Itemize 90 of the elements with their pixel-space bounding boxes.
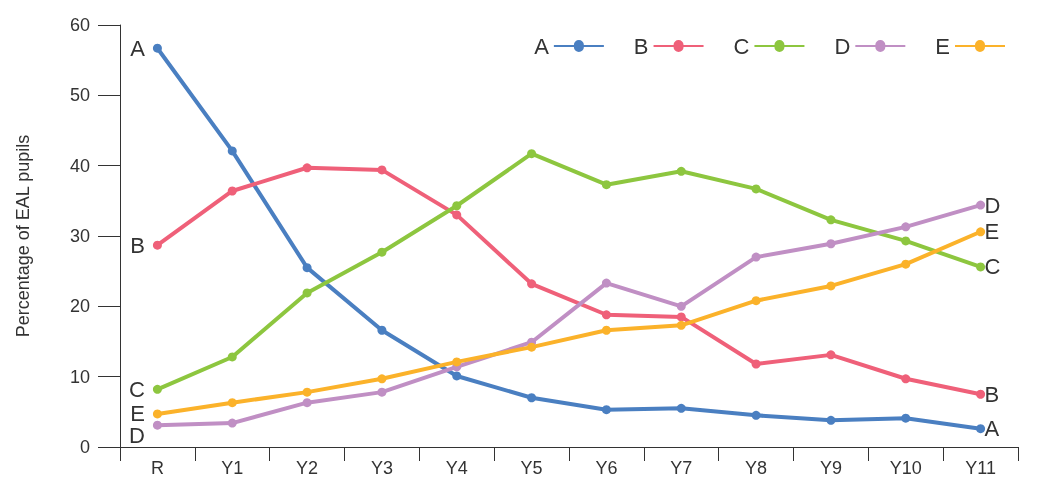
point	[302, 387, 312, 397]
point	[976, 389, 986, 399]
point	[152, 240, 162, 250]
x-tick-label: Y1	[221, 458, 244, 478]
y-tick-label: 0	[79, 437, 90, 457]
point	[452, 371, 462, 381]
point	[751, 252, 761, 262]
x-tick-label: Y3	[370, 458, 393, 478]
point	[676, 166, 686, 176]
y-tick-label: 30	[69, 226, 90, 246]
point	[676, 312, 686, 322]
point	[227, 418, 237, 428]
text: B	[130, 232, 145, 258]
point	[751, 184, 761, 194]
text: A	[130, 35, 145, 61]
x-tick-label: Y5	[520, 458, 543, 478]
point	[527, 342, 537, 352]
x-tick-label: Y10	[889, 458, 922, 478]
x-tick-label: Y6	[595, 458, 618, 478]
point	[227, 352, 237, 362]
y-tick-label: 50	[69, 85, 90, 106]
point	[826, 281, 836, 291]
x-tick-label: R	[150, 458, 164, 478]
point	[601, 405, 611, 415]
x-tick-label: Y9	[819, 458, 842, 478]
legend-label: E	[935, 33, 950, 59]
text: C	[984, 254, 1001, 280]
point	[152, 43, 162, 53]
point	[601, 278, 611, 288]
text: A	[984, 416, 1000, 442]
y-tick-label: 20	[69, 296, 90, 317]
y-tick-label: 40	[69, 155, 90, 176]
point	[751, 359, 761, 369]
point	[377, 387, 387, 397]
point	[901, 374, 911, 384]
x-tick-label: Y8	[745, 458, 768, 478]
point	[527, 393, 537, 403]
point	[751, 410, 761, 420]
point	[676, 403, 686, 413]
point	[377, 165, 387, 175]
point	[152, 409, 162, 419]
point	[601, 310, 611, 320]
y-tick-label: 10	[69, 366, 90, 387]
point	[976, 227, 986, 237]
point	[976, 200, 986, 210]
y-axis-title: Percentage of EAL pupils	[13, 134, 33, 338]
point	[826, 239, 836, 249]
point	[751, 296, 761, 306]
point	[527, 279, 537, 289]
point	[302, 163, 312, 173]
point	[452, 210, 462, 220]
point	[676, 320, 686, 330]
point	[901, 236, 911, 246]
legend-label: A	[534, 33, 550, 59]
legend-label: B	[633, 33, 649, 59]
point	[377, 247, 387, 257]
x-tick-label: Y11	[965, 458, 996, 478]
point	[901, 413, 911, 423]
point	[302, 288, 312, 298]
point	[152, 420, 162, 430]
point	[227, 146, 237, 156]
x-tick-label: Y4	[445, 458, 468, 478]
text: E	[984, 219, 1000, 245]
point	[826, 350, 836, 360]
point	[377, 325, 387, 335]
text: D	[984, 192, 1001, 218]
point	[452, 357, 462, 367]
point	[302, 398, 312, 408]
point	[601, 180, 611, 190]
point	[826, 415, 836, 425]
point	[452, 201, 462, 211]
y-tick-label: 60	[69, 15, 90, 35]
point	[901, 259, 911, 269]
point	[901, 222, 911, 232]
legend-label: C	[733, 33, 750, 59]
x-tick-label: Y7	[670, 458, 693, 478]
text: C	[129, 376, 145, 402]
point	[826, 215, 836, 225]
legend-label: D	[834, 33, 851, 59]
point	[601, 325, 611, 335]
point	[976, 262, 986, 272]
point	[302, 263, 312, 273]
x-tick-label: Y2	[296, 458, 319, 478]
point	[227, 398, 237, 408]
point	[377, 374, 387, 384]
point	[152, 384, 162, 394]
point	[527, 149, 537, 159]
text: B	[984, 381, 1000, 407]
point	[227, 186, 237, 196]
point	[676, 301, 686, 311]
